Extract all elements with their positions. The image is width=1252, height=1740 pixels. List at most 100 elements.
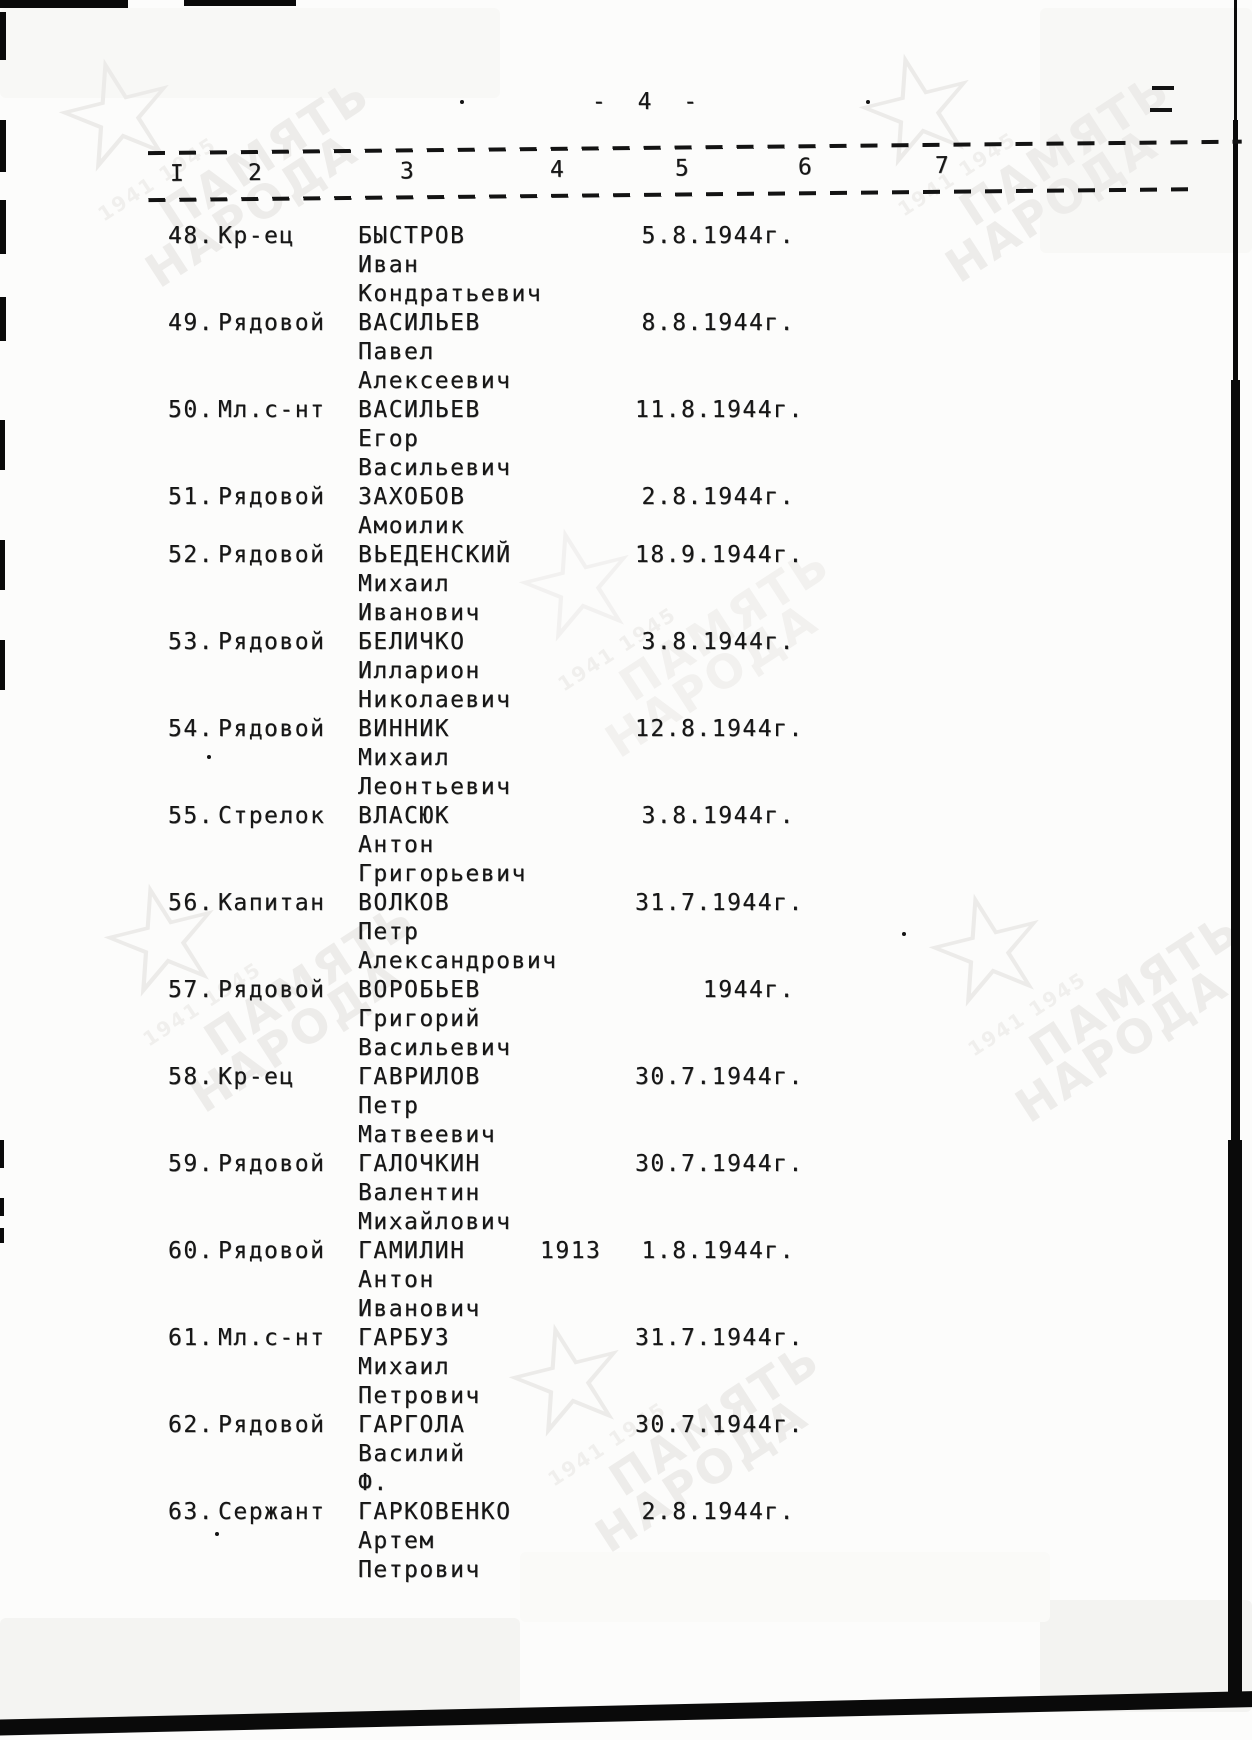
row-surname: ВЬЕДЕНСКИЙ [358, 542, 512, 568]
table-row: 51. Рядовой ЗАХОБОВ Амоилик 2.8.1944г. [168, 483, 1252, 541]
row-rank: Кр-ец [218, 223, 295, 249]
number-rank-cell: 55. Стрелок [168, 802, 358, 831]
row-surname: ГАРБУЗ [358, 1325, 451, 1351]
birth-year-cell: 1913 [540, 1237, 635, 1266]
table-row: 57. Рядовой ВОРОБЬЕВ Григорий Васильевич … [168, 976, 1252, 1063]
scan-noise [0, 8, 500, 98]
name-cell: ГАРБУЗ Михаил Петрович [358, 1324, 540, 1411]
row-number: 56. [168, 890, 215, 916]
row-patronymic: Петрович [358, 1557, 481, 1583]
column-number-5: 5 [674, 155, 691, 182]
scan-edge-left [0, 1228, 4, 1243]
row-surname: БЫСТРОВ [358, 223, 466, 249]
row-first-name: Антон [358, 1267, 435, 1293]
name-cell: ГАМИЛИН Антон Иванович [358, 1237, 540, 1324]
table-row: 48. Кр-ец БЫСТРОВ Иван Кондратьевич 5.8.1… [168, 222, 1252, 309]
row-patronymic: Николаевич [358, 687, 512, 713]
table-row: 56. Капитан ВОЛКОВ Петр Александрович 31.… [168, 889, 1252, 976]
number-rank-cell: 58. Кр-ец [168, 1063, 358, 1092]
row-first-name: Михаил [358, 571, 451, 597]
table-row: 52. Рядовой ВЬЕДЕНСКИЙ Михаил Иванович 18… [168, 541, 1252, 628]
row-first-name: Григорий [358, 1006, 481, 1032]
scan-edge-left [0, 1198, 4, 1216]
row-first-name: Амоилик [358, 513, 466, 539]
row-first-name: Егор [358, 426, 420, 452]
scan-edge-right [1228, 1140, 1242, 1695]
row-number: 59. [168, 1151, 215, 1177]
row-death-date: 3.8.1944г. [641, 803, 795, 829]
row-number: 58. [168, 1064, 215, 1090]
row-first-name: Илларион [358, 658, 481, 684]
row-surname: ГАМИЛИН [358, 1238, 466, 1264]
row-patronymic: Леонтьевич [358, 774, 512, 800]
row-death-date: 1.8.1944г. [641, 1238, 795, 1264]
name-cell: ГАРГОЛА Василий Ф. [358, 1411, 540, 1498]
row-surname: ВОРОБЬЕВ [358, 977, 481, 1003]
row-patronymic: Алексеевич [358, 368, 512, 394]
death-date-cell: 11.8.1944г. [635, 396, 802, 425]
row-rank: Рядовой [218, 716, 326, 742]
row-death-date: 2.8.1944г. [641, 484, 795, 510]
row-patronymic: Кондратьевич [358, 281, 543, 307]
column-number-7: 7 [934, 152, 951, 179]
death-date-cell: 8.8.1944г. [635, 309, 795, 338]
scan-edge-right [1231, 380, 1240, 1140]
row-death-date: 3.8.1944г. [641, 629, 795, 655]
row-number: 48. [168, 223, 215, 249]
scan-noise [1040, 8, 1252, 253]
row-surname: БЕЛИЧКО [358, 629, 466, 655]
row-rank: Стрелок [218, 803, 326, 829]
row-surname: ВАСИЛЬЕВ [358, 310, 481, 336]
row-surname: ГАРГОЛА [358, 1412, 466, 1438]
row-death-date: 12.8.1944г. [635, 716, 804, 742]
row-number: 52. [168, 542, 215, 568]
row-first-name: Иван [358, 252, 420, 278]
number-rank-cell: 54. Рядовой [168, 715, 358, 744]
number-rank-cell: 60. Рядовой [168, 1237, 358, 1266]
row-surname: ГАРКОВЕНКО [358, 1499, 512, 1525]
table-row: 60. Рядовой ГАМИЛИН Антон Иванович 1913 1… [168, 1237, 1252, 1324]
row-number: 51. [168, 484, 215, 510]
row-number: 63. [168, 1499, 215, 1525]
death-date-cell: 5.8.1944г. [635, 222, 795, 251]
table-row: 61. Мл.с-нт ГАРБУЗ Михаил Петрович 31.7.1… [168, 1324, 1252, 1411]
column-number-3: 3 [399, 158, 416, 185]
row-patronymic: Михайлович [358, 1209, 512, 1235]
name-cell: ВАСИЛЬЕВ Егор Васильевич [358, 396, 540, 483]
name-cell: ГАЛОЧКИН Валентин Михайлович [358, 1150, 540, 1237]
death-date-cell: 3.8.1944г. [635, 802, 795, 831]
row-patronymic: Матвеевич [358, 1122, 497, 1148]
name-cell: ВАСИЛЬЕВ Павел Алексеевич [358, 309, 540, 396]
row-death-date: 1944г. [702, 977, 795, 1003]
name-cell: ГАРКОВЕНКО Артем Петрович [358, 1498, 540, 1585]
row-number: 49. [168, 310, 215, 336]
row-number: 53. [168, 629, 215, 655]
table-row: 58. Кр-ец ГАВРИЛОВ Петр Матвеевич 30.7.19… [168, 1063, 1252, 1150]
name-cell: ЗАХОБОВ Амоилик [358, 483, 540, 541]
row-first-name: Антон [358, 832, 435, 858]
death-date-cell: 30.7.1944г. [635, 1150, 802, 1179]
header-dashed-line [147, 139, 1242, 156]
row-first-name: Павел [358, 339, 435, 365]
row-surname: ВАСИЛЬЕВ [358, 397, 481, 423]
row-rank: Мл.с-нт [218, 397, 326, 423]
row-first-name: Михаил [358, 745, 451, 771]
row-rank: Рядовой [218, 977, 326, 1003]
scan-edge-left [0, 200, 6, 254]
casualty-list: 48. Кр-ец БЫСТРОВ Иван Кондратьевич 5.8.1… [0, 222, 1252, 1585]
number-rank-cell: 52. Рядовой [168, 541, 358, 570]
number-rank-cell: 53. Рядовой [168, 628, 358, 657]
ink-speck [207, 755, 211, 759]
death-date-cell: 31.7.1944г. [635, 1324, 802, 1353]
row-surname: ГАЛОЧКИН [358, 1151, 481, 1177]
ink-speck [1152, 86, 1174, 90]
number-rank-cell: 56. Капитан [168, 889, 358, 918]
ink-speck [902, 932, 906, 936]
death-date-cell: 30.7.1944г. [635, 1411, 802, 1440]
number-rank-cell: 51. Рядовой [168, 483, 358, 512]
row-patronymic: Иванович [358, 1296, 481, 1322]
row-patronymic: Ф. [358, 1470, 389, 1496]
header-dashed-line [148, 187, 1189, 203]
name-cell: ВИННИК Михаил Леонтьевич [358, 715, 540, 802]
